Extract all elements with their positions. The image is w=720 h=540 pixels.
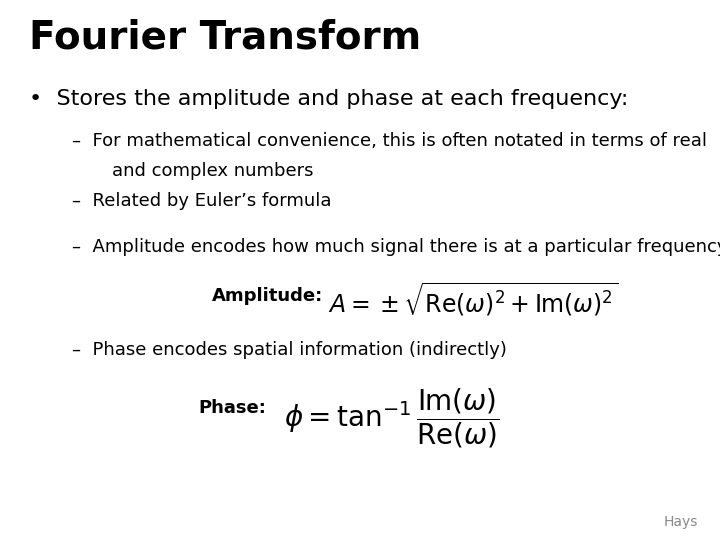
Text: –  Related by Euler’s formula: – Related by Euler’s formula <box>72 192 331 210</box>
Text: Hays: Hays <box>664 515 698 529</box>
Text: Fourier Transform: Fourier Transform <box>29 19 421 57</box>
Text: •  Stores the amplitude and phase at each frequency:: • Stores the amplitude and phase at each… <box>29 89 628 109</box>
Text: $\phi = \tan^{-1} \dfrac{\mathrm{Im}(\omega)}{\mathrm{Re}(\omega)}$: $\phi = \tan^{-1} \dfrac{\mathrm{Im}(\om… <box>284 386 500 450</box>
Text: –  Amplitude encodes how much signal there is at a particular frequency: – Amplitude encodes how much signal ther… <box>72 238 720 255</box>
Text: –  For mathematical convenience, this is often notated in terms of real: – For mathematical convenience, this is … <box>72 132 707 150</box>
Text: $A = \pm\sqrt{\mathrm{Re}(\omega)^2 + \mathrm{Im}(\omega)^2}$: $A = \pm\sqrt{\mathrm{Re}(\omega)^2 + \m… <box>328 281 618 319</box>
Text: Phase:: Phase: <box>198 399 266 416</box>
Text: Amplitude:: Amplitude: <box>212 287 324 305</box>
Text: –  Phase encodes spatial information (indirectly): – Phase encodes spatial information (ind… <box>72 341 507 359</box>
Text: and complex numbers: and complex numbers <box>112 162 313 180</box>
